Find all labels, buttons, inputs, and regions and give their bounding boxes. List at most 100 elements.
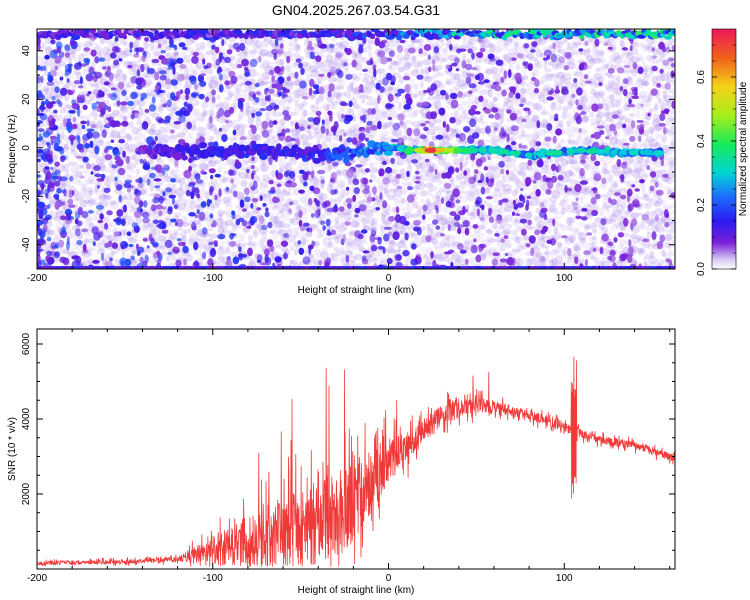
spectrogram-cell (110, 200, 119, 210)
spectrogram-cell (119, 60, 127, 65)
spectrogram-cell (231, 183, 238, 189)
spectrogram-cell (351, 129, 356, 138)
spectrogram-cell (164, 69, 172, 75)
spectrogram-cell (96, 185, 100, 189)
spectrogram-cell (335, 68, 342, 76)
spectrogram-cell (325, 103, 331, 112)
spectrogram-cell (378, 109, 388, 116)
spectrogram-cell (279, 58, 285, 66)
spectrogram-cell (419, 134, 427, 140)
spectrogram-cell (452, 252, 460, 262)
spectrogram-cell (143, 200, 148, 208)
spectrogram-cell (269, 229, 277, 235)
spectrogram-cell (582, 115, 590, 122)
spectrogram-cell (193, 111, 200, 121)
spectrogram-cell (132, 39, 140, 49)
spectrogram-cell (339, 135, 343, 142)
spectrogram-cell (103, 81, 110, 86)
spectrogram-cell (80, 200, 88, 207)
spectrogram-cell (226, 160, 233, 166)
spectrogram-cell (102, 66, 107, 70)
spectrogram-cell (597, 120, 606, 126)
spectrogram-cell (37, 158, 41, 163)
spectrogram-cell (234, 60, 242, 65)
spectrogram-cell (343, 132, 347, 137)
spectrogram-cell (104, 193, 111, 200)
spectrogram-cell (588, 164, 595, 170)
spectrogram-cell (322, 237, 327, 247)
spectrogram-cell (205, 218, 212, 227)
spectrogram-cell (97, 52, 103, 59)
spectrogram-cell (337, 92, 347, 97)
spectrogram-cell (205, 135, 214, 141)
spectrogram-cell (194, 108, 200, 117)
spectrogram-cell (133, 231, 139, 239)
spectrogram-cell (130, 169, 135, 174)
spectrogram-cell (116, 67, 123, 74)
spectrogram-cell (141, 54, 146, 63)
spectrogram-cell (76, 239, 83, 246)
spectrogram-cell (249, 52, 256, 58)
spectrogram-cell (303, 249, 309, 257)
spectrogram-cell (292, 95, 300, 103)
spectrogram-cell (335, 61, 345, 69)
spectrogram-cell (194, 214, 199, 219)
spectrogram-cell (239, 234, 245, 243)
spectrogram-cell (123, 163, 132, 171)
spectrogram-cell (568, 99, 575, 106)
spectrogram-cell (215, 241, 226, 248)
spectrogram-cell (82, 78, 87, 83)
spectrogram-cell (99, 38, 105, 45)
spectrogram-cell (127, 237, 137, 244)
spectrogram-cell (110, 169, 116, 176)
spectrogram-cell (449, 92, 458, 100)
spectrogram-cell (289, 259, 294, 265)
spectrogram-cell (428, 185, 438, 192)
spectrogram-cell (197, 220, 202, 229)
spectrogram-cell (296, 204, 303, 211)
spectrogram-cell (268, 120, 274, 128)
spectrogram-cell (62, 162, 70, 172)
spectrogram-cell (509, 112, 518, 121)
spectrogram-cell (238, 138, 243, 147)
spectrogram-cell (562, 194, 569, 204)
spectrogram-cell (273, 215, 280, 225)
spectrogram-cell (228, 92, 234, 98)
spectrogram-cell (503, 235, 509, 240)
spectrogram-cell (552, 218, 556, 227)
spectrogram-cell (632, 142, 638, 150)
spectrogram-cell (218, 127, 223, 132)
spectrogram-cell (255, 71, 262, 78)
spectrogram-cell (89, 82, 100, 88)
spectrogram-cell (567, 133, 576, 139)
spectrogram-cell (379, 192, 383, 200)
spectrogram-cell (335, 94, 342, 101)
spectrogram-cell (205, 109, 214, 116)
spectrogram-cell (290, 245, 295, 251)
spectrogram-cell (229, 137, 236, 142)
spectrogram-cell (265, 112, 271, 120)
spectrogram-cell (55, 221, 63, 229)
spectrogram-cell (112, 109, 120, 116)
spectrogram-cell (256, 176, 261, 182)
spectrogram-cell (385, 136, 394, 144)
spectrogram-cell (328, 61, 337, 69)
spectrogram-cell (466, 58, 472, 64)
spectrogram-cell (200, 201, 207, 208)
spectrogram-cell (92, 241, 96, 247)
spectrogram-cell (413, 220, 421, 226)
spectrogram-cell (275, 231, 282, 237)
spectrogram-cell (475, 200, 480, 207)
spectrogram-cell (43, 123, 50, 128)
spectrogram-cell (629, 112, 636, 118)
spectrogram-cell (135, 168, 140, 175)
spectrogram-cell (114, 112, 124, 119)
spectrogram-cell (37, 162, 47, 167)
spectrogram-cell (309, 103, 316, 109)
spectrogram-cell (200, 102, 209, 109)
spectrogram-cell (396, 44, 403, 54)
spectrogram-cell (376, 199, 383, 207)
spectrogram-cell (282, 214, 290, 222)
spectrogram-cell (82, 51, 91, 57)
spectrogram-cell (102, 60, 110, 68)
